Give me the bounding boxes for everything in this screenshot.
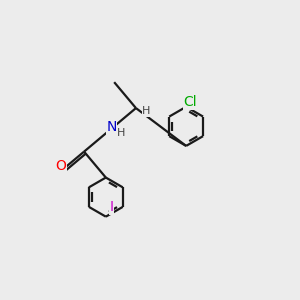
Text: I: I xyxy=(110,200,114,214)
Text: O: O xyxy=(56,160,67,173)
Text: H: H xyxy=(117,128,125,138)
Text: H: H xyxy=(142,106,150,116)
Text: N: N xyxy=(106,120,117,134)
Text: Cl: Cl xyxy=(184,95,197,110)
